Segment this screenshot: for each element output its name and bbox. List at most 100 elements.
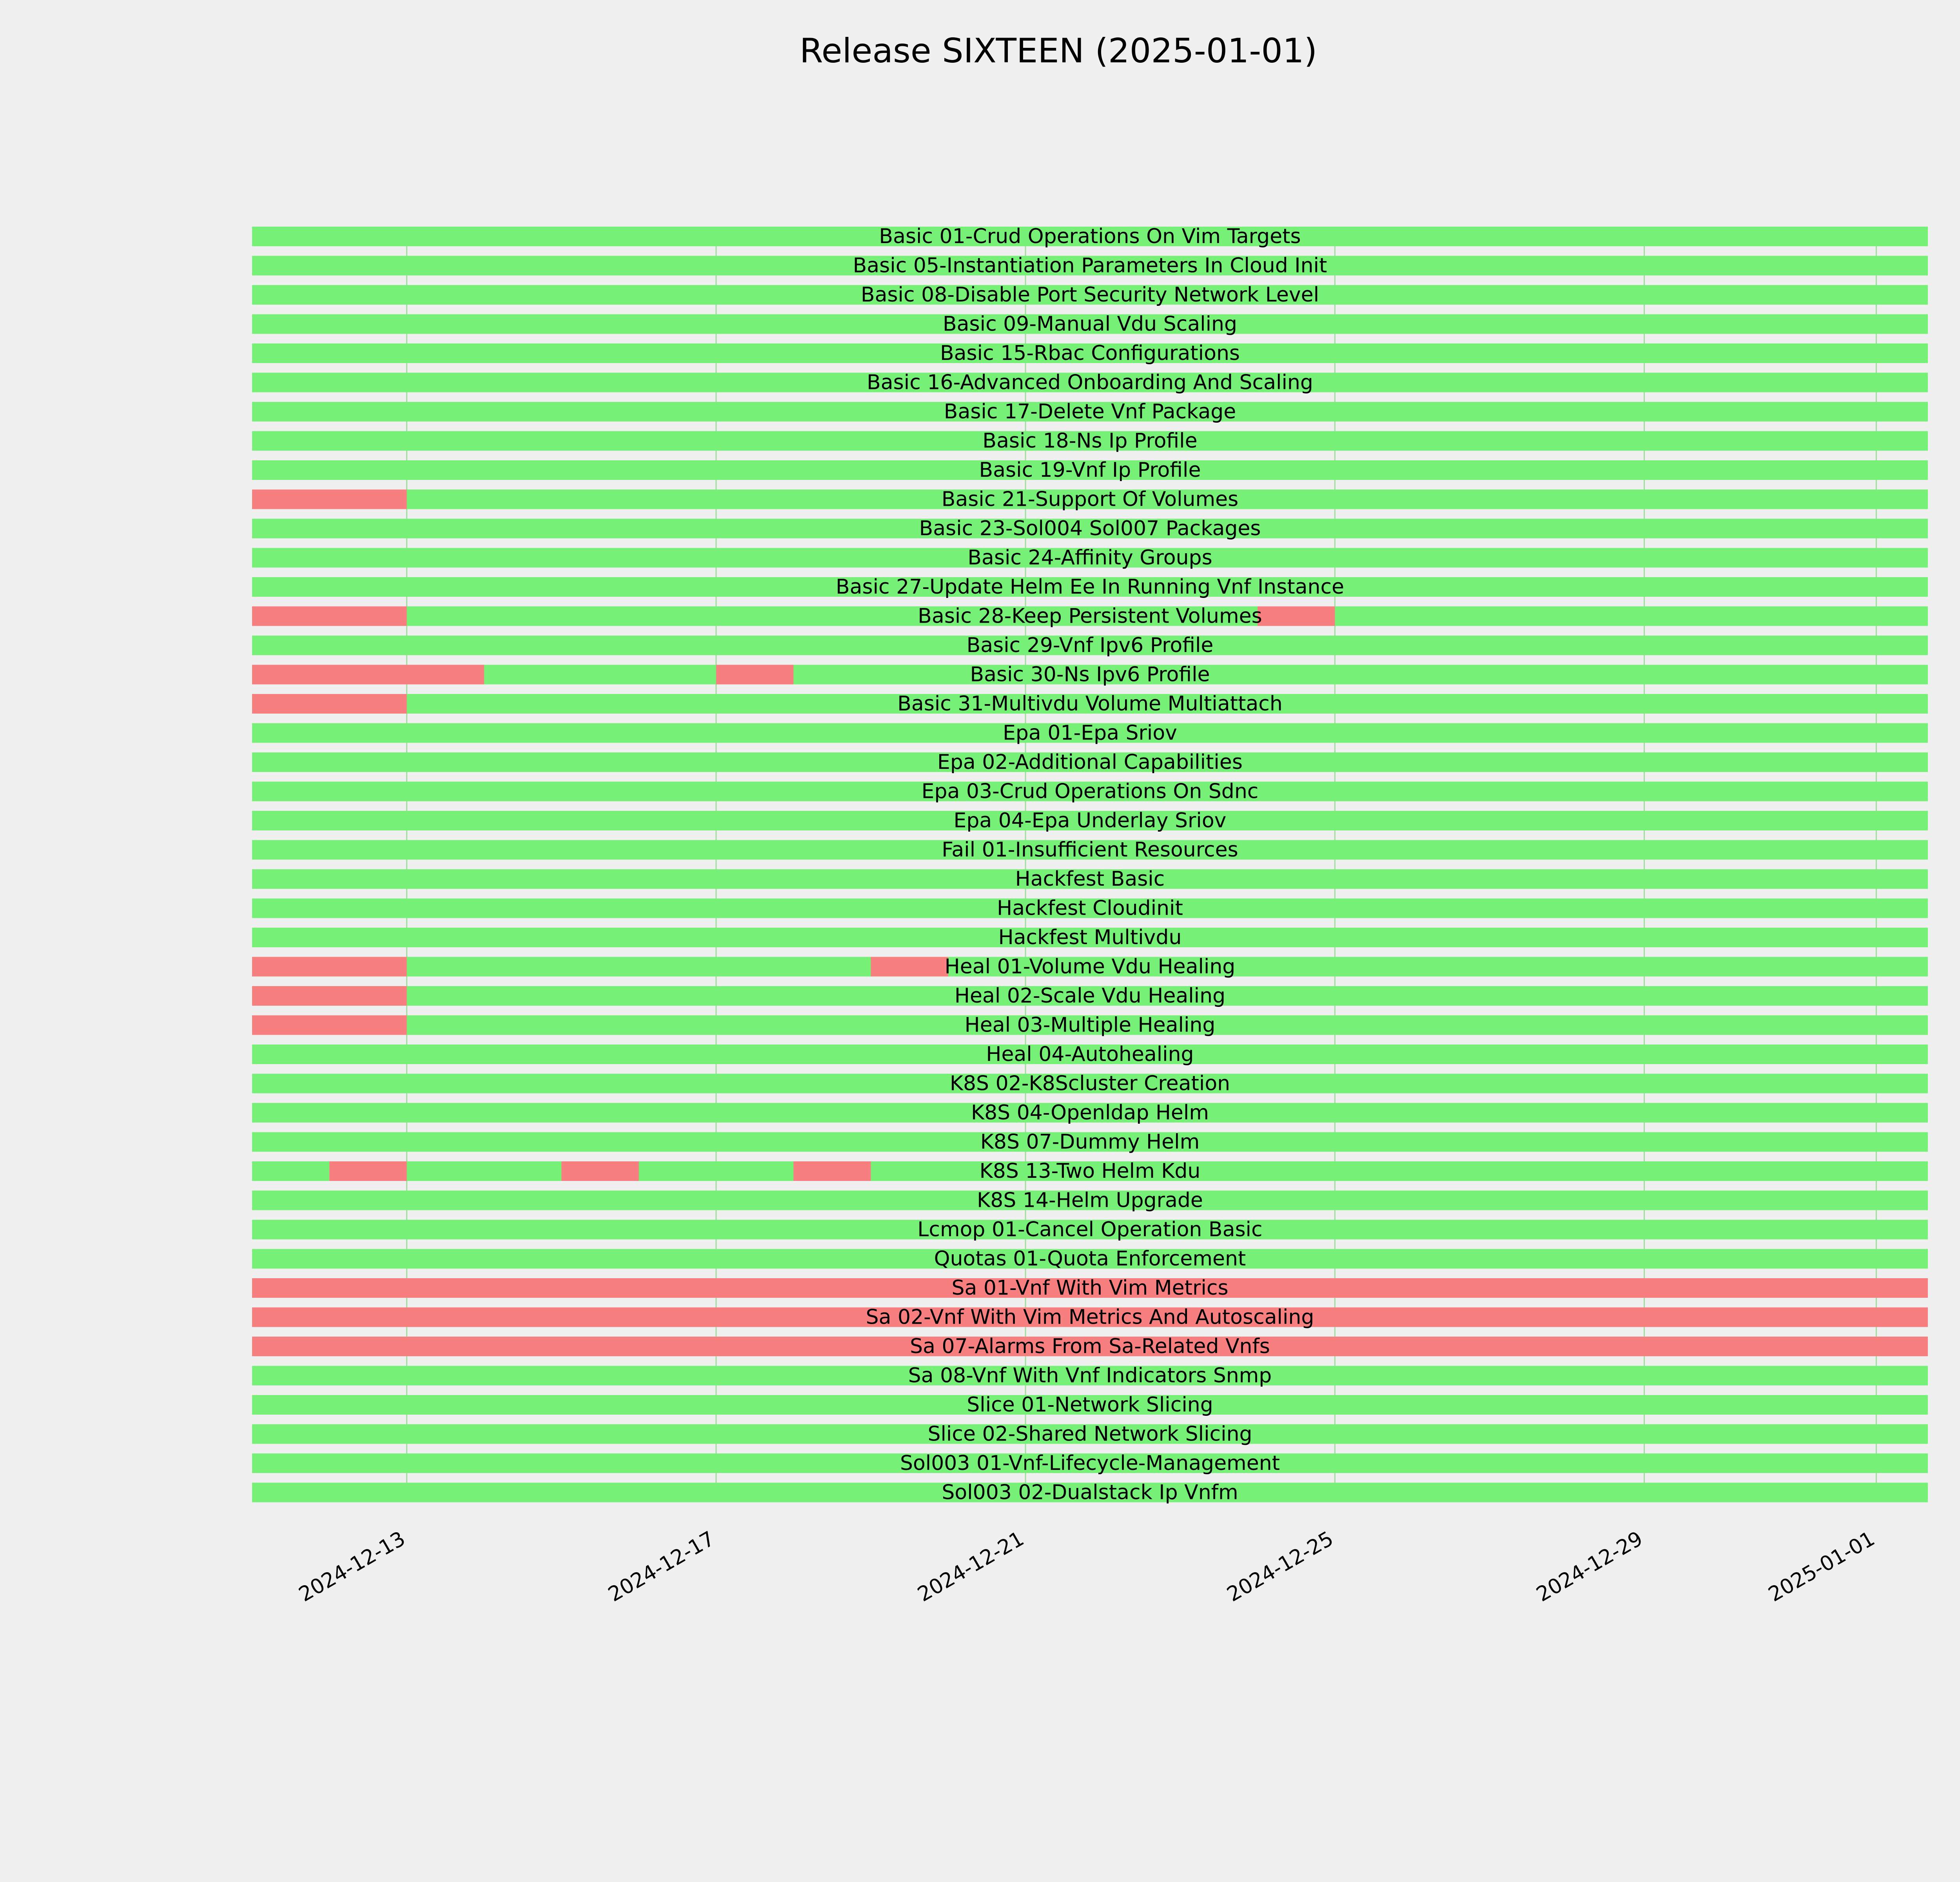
row-label: Sa 08-Vnf With Vnf Indicators Snmp: [908, 1364, 1272, 1388]
pass-bar: [252, 1161, 1928, 1181]
fail-segment: [252, 1307, 1928, 1327]
row-label: Fail 01-Insufficient Resources: [942, 838, 1238, 862]
pass-bar: [252, 928, 1928, 947]
chart-title: Release SIXTEEN (2025-01-01): [799, 31, 1318, 71]
row-label: Hackfest Basic: [1015, 867, 1165, 891]
row-label: Hackfest Multivdu: [998, 926, 1182, 949]
pass-bar: [252, 986, 1928, 1006]
row-label: Heal 02-Scale Vdu Healing: [955, 984, 1225, 1008]
fail-segment: [252, 665, 484, 685]
pass-bar: [252, 285, 1928, 305]
fail-segment: [871, 957, 948, 977]
pass-bar: [252, 460, 1928, 480]
pass-bar: [252, 343, 1928, 363]
row-label: Basic 15-Rbac Configurations: [940, 342, 1240, 365]
row-label: Basic 21-Support Of Volumes: [942, 488, 1238, 511]
row-label: Hackfest Cloudinit: [997, 897, 1183, 920]
fail-segment: [561, 1161, 639, 1181]
row-label: Basic 18-Ns Ip Profile: [982, 429, 1197, 453]
pass-bar: [252, 489, 1928, 509]
fail-segment: [1258, 606, 1335, 626]
pass-bar: [252, 840, 1928, 860]
pass-bar: [252, 869, 1928, 889]
row-label: Basic 29-Vnf Ipv6 Profile: [967, 634, 1214, 657]
pass-bar: [252, 431, 1928, 451]
fail-segment: [793, 1161, 871, 1181]
row-label: Basic 28-Keep Persistent Volumes: [918, 605, 1262, 628]
row-label: Basic 08-Disable Port Security Network L…: [861, 283, 1319, 307]
x-axis-ticks: 2024-12-13 2024-12-17 2024-12-21 2024-12-25…: [295, 1527, 1879, 1606]
row-label: Basic 05-Instantiation Parameters In Clo…: [853, 254, 1327, 278]
fail-segment: [252, 694, 407, 714]
pass-bar: [252, 402, 1928, 421]
pass-bar: [252, 1453, 1928, 1473]
row-label: Slice 02-Shared Network Slicing: [927, 1422, 1252, 1446]
x-tick-label: 2025-01-01: [1764, 1527, 1879, 1606]
row-label: Slice 01-Network Slicing: [967, 1393, 1213, 1417]
pass-bar: [252, 1074, 1928, 1094]
fail-segment: [252, 489, 407, 509]
row-label: Epa 01-Epa Sriov: [1003, 721, 1177, 745]
row-label: K8S 02-K8Scluster Creation: [950, 1072, 1230, 1095]
fail-segment: [716, 665, 794, 685]
x-tick-label: 2024-12-25: [1223, 1527, 1338, 1606]
fail-segment: [252, 1337, 1928, 1356]
row-label: Basic 23-Sol004 Sol007 Packages: [919, 517, 1261, 540]
pass-bar: [252, 665, 1928, 685]
labels-layer: Basic 01-Crud Operations On Vim Targets B…: [836, 225, 1344, 1504]
pass-bar: [252, 1015, 1928, 1035]
row-label: Heal 03-Multiple Healing: [965, 1014, 1216, 1037]
row-label: Basic 09-Manual Vdu Scaling: [943, 312, 1237, 336]
pass-bar: [252, 781, 1928, 801]
fail-segment: [252, 606, 407, 626]
pass-bar: [252, 606, 1928, 626]
bars-layer: [252, 227, 1928, 1502]
pass-bar: [252, 1045, 1928, 1064]
row-label: Sa 01-Vnf With Vim Metrics: [951, 1276, 1228, 1300]
row-label: Epa 02-Additional Capabilities: [937, 750, 1243, 774]
pass-bar: [252, 898, 1928, 918]
pass-bar: [252, 1366, 1928, 1386]
pass-bar: [252, 1190, 1928, 1210]
row-label: Lcmop 01-Cancel Operation Basic: [917, 1218, 1262, 1241]
row-label: Sa 07-Alarms From Sa-Related Vnfs: [910, 1335, 1270, 1358]
pass-bar: [252, 227, 1928, 246]
fail-segment: [252, 986, 407, 1006]
row-label: Epa 04-Epa Underlay Sriov: [954, 809, 1227, 832]
row-label: K8S 14-Helm Upgrade: [977, 1189, 1203, 1212]
pass-bar: [252, 314, 1928, 334]
row-label: K8S 07-Dummy Helm: [980, 1130, 1200, 1154]
row-label: K8S 04-Openldap Helm: [971, 1101, 1209, 1124]
x-tick-label: 2024-12-21: [914, 1527, 1028, 1606]
pass-bar: [252, 256, 1928, 276]
row-label: Basic 24-Affinity Groups: [967, 546, 1212, 570]
pass-bar: [252, 811, 1928, 830]
pass-bar: [252, 372, 1928, 392]
row-label: Heal 01-Volume Vdu Healing: [945, 955, 1236, 979]
row-label: Sol003 01-Vnf-Lifecycle-Management: [900, 1451, 1280, 1475]
row-label: Basic 16-Advanced Onboarding And Scaling: [867, 371, 1313, 394]
fail-segment: [252, 957, 407, 977]
pass-bar: [252, 957, 1928, 977]
row-label: Basic 30-Ns Ipv6 Profile: [970, 663, 1210, 687]
x-tick-label: 2024-12-13: [295, 1527, 409, 1606]
row-label: Basic 27-Update Helm Ee In Running Vnf I…: [836, 575, 1344, 599]
x-tick-label: 2024-12-17: [604, 1527, 719, 1606]
row-label: Heal 04-Autohealing: [986, 1043, 1194, 1066]
row-label: Basic 31-Multivdu Volume Multiattach: [897, 692, 1283, 716]
row-label: Quotas 01-Quota Enforcement: [934, 1247, 1246, 1271]
pass-bar: [252, 1103, 1928, 1123]
pass-bar: [252, 752, 1928, 772]
pass-bar: [252, 1220, 1928, 1239]
x-tick-label: 2024-12-29: [1532, 1527, 1647, 1606]
fail-segment: [329, 1161, 407, 1181]
row-label: Basic 17-Delete Vnf Package: [944, 400, 1236, 423]
pass-bar: [252, 694, 1928, 714]
pass-bar: [252, 723, 1928, 743]
fail-segment: [252, 1278, 1928, 1298]
pass-bar: [252, 1132, 1928, 1152]
pass-bar: [252, 577, 1928, 597]
row-label: Basic 19-Vnf Ip Profile: [979, 458, 1201, 482]
row-label: Basic 01-Crud Operations On Vim Targets: [879, 225, 1301, 248]
